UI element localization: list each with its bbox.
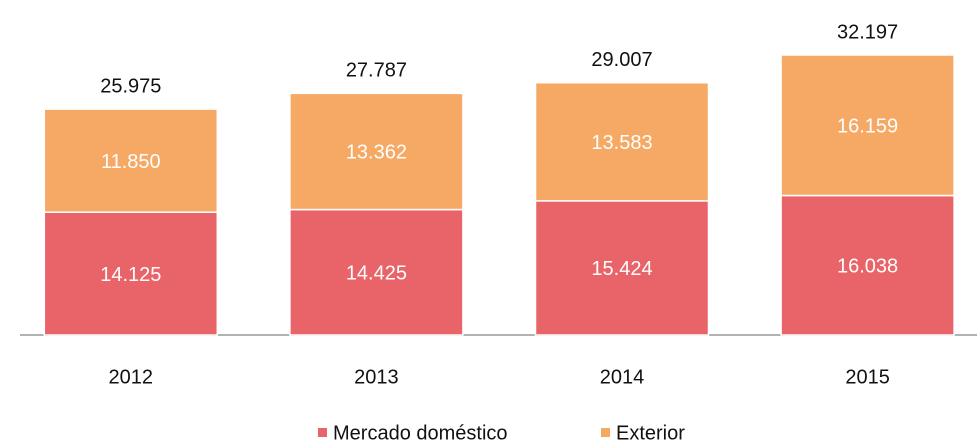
total-label: 27.787 [346,60,407,82]
x-tick-label: 2014 [600,366,645,388]
x-tick-label: 2013 [354,366,399,388]
value-label: 13.583 [591,132,652,154]
total-label: 32.197 [837,21,898,43]
value-label: 13.362 [346,142,407,164]
bar-segment [43,108,219,213]
value-label: 16.159 [837,116,898,138]
value-label: 11.850 [101,151,161,173]
legend-swatch [601,428,610,437]
bar-segment [534,81,710,202]
value-label: 14.125 [100,264,161,286]
value-label: 14.425 [346,263,407,285]
bar-segment [780,194,955,336]
legend-label: Mercado doméstico [333,422,508,444]
bar-segment [43,211,219,336]
value-label: 16.038 [837,256,898,278]
x-tick-label: 2012 [109,366,154,388]
total-label: 25.975 [100,75,161,97]
x-tick-label: 2015 [845,366,890,388]
legend-swatch [318,428,327,437]
value-label: 15.424 [591,258,652,280]
legend-label: Exterior [616,422,685,444]
bar-segment [534,200,710,336]
bar-segment [289,92,464,211]
total-label: 29.007 [591,49,652,71]
bar-segment [780,54,955,197]
